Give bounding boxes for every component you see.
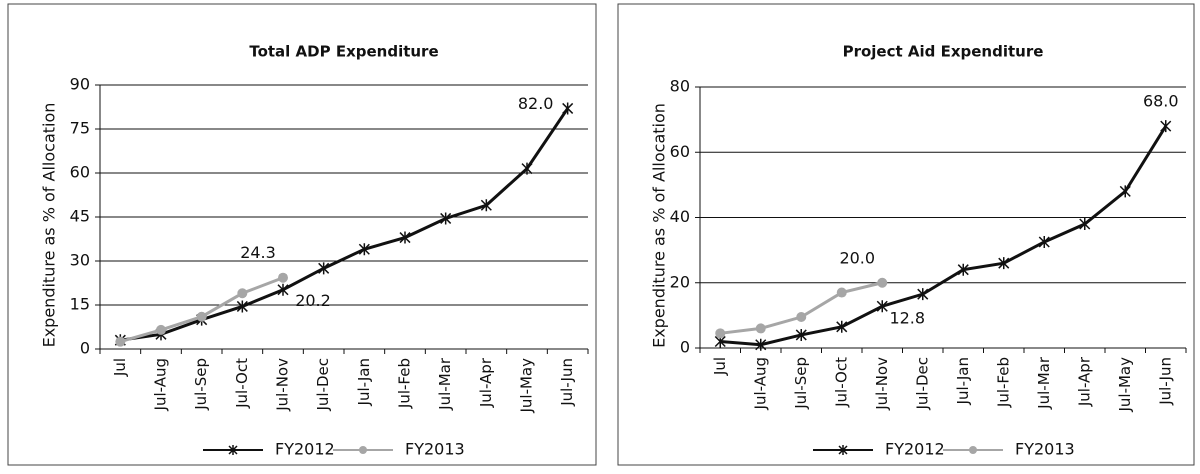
x-tick-label: Jul-May — [1116, 357, 1134, 413]
data-label: 82.0 — [518, 94, 554, 113]
legend-label: FY2012 — [275, 440, 335, 459]
y-tick-label: 60 — [670, 142, 690, 161]
marker — [795, 328, 807, 341]
marker — [998, 257, 1010, 270]
x-tick-label: Jul-Feb — [994, 357, 1012, 408]
x-tick-label: Jul-Nov — [873, 357, 891, 411]
marker — [836, 287, 847, 298]
x-tick-label: Jul-May — [518, 358, 536, 414]
data-label: 68.0 — [1143, 92, 1179, 111]
x-tick-label: Jul-Nov — [274, 358, 292, 412]
y-tick-label: 90 — [70, 75, 90, 94]
y-tick-label: 60 — [70, 163, 90, 182]
marker — [1079, 218, 1091, 231]
panel-border — [617, 3, 1195, 466]
marker — [877, 277, 888, 288]
marker — [277, 283, 289, 296]
y-axis-title: Expenditure as % of Allocation — [650, 103, 669, 348]
y-axis-title: Expenditure as % of Allocation — [40, 103, 59, 348]
data-label: 12.8 — [889, 309, 925, 328]
marker — [237, 288, 248, 299]
chart-title: Project Aid Expenditure — [843, 43, 1044, 61]
marker — [755, 338, 767, 351]
x-tick-label: Jul-Jan — [355, 358, 373, 406]
marker — [318, 262, 330, 275]
x-tick-label: Jul-Jun — [558, 358, 576, 407]
y-tick-label: 40 — [670, 207, 690, 226]
y-tick-label: 75 — [70, 119, 90, 138]
chart-title: Total ADP Expenditure — [249, 43, 438, 61]
marker — [115, 336, 126, 347]
x-tick-label: Jul-Dec — [314, 358, 332, 412]
marker — [480, 199, 492, 212]
marker — [358, 243, 370, 256]
legend-label: FY2012 — [885, 440, 945, 459]
marker — [399, 231, 411, 244]
legend-label: FY2013 — [1015, 440, 1075, 459]
marker — [957, 263, 969, 276]
data-label: 24.3 — [240, 243, 276, 262]
legend-label: FY2013 — [405, 440, 465, 459]
data-label: 20.2 — [295, 291, 331, 310]
x-tick-label: Jul-Apr — [1075, 356, 1093, 407]
x-tick-label: Jul-Dec — [913, 357, 931, 411]
marker — [1160, 120, 1172, 133]
marker — [836, 320, 848, 333]
series-line — [120, 107, 569, 342]
series-line — [720, 281, 883, 335]
x-tick-label: Jul-Jan — [954, 357, 972, 405]
y-tick-label: 20 — [670, 272, 690, 291]
x-tick-label: Jul — [111, 358, 129, 377]
x-tick-label: Jul — [711, 357, 729, 376]
marker — [278, 272, 288, 283]
y-tick-label: 0 — [680, 338, 690, 357]
marker — [1038, 235, 1050, 248]
x-tick-label: Jul-Aug — [751, 357, 769, 410]
x-tick-label: Jul-Mar — [436, 357, 454, 411]
marker — [715, 328, 726, 339]
x-tick-label: Jul-Mar — [1035, 356, 1053, 410]
marker — [917, 288, 929, 301]
series-line — [119, 276, 284, 344]
marker — [521, 162, 533, 175]
data-label: 20.0 — [839, 248, 875, 267]
marker — [755, 323, 766, 334]
legend-marker — [228, 445, 238, 455]
y-tick-label: 30 — [70, 251, 90, 270]
x-tick-label: Jul-Sep — [192, 358, 210, 411]
x-tick-label: Jul-Sep — [792, 357, 810, 410]
marker — [236, 300, 248, 313]
marker — [876, 300, 888, 313]
x-tick-label: Jul-Aug — [152, 358, 170, 411]
legend-marker — [969, 446, 977, 454]
legend-marker — [838, 445, 848, 455]
series-line — [720, 125, 1168, 347]
marker — [796, 312, 807, 323]
legend-marker — [359, 446, 367, 454]
panel-border — [7, 3, 597, 466]
marker — [196, 311, 207, 322]
x-tick-label: Jul-Jun — [1156, 357, 1174, 406]
marker — [156, 324, 166, 335]
x-tick-label: Jul-Oct — [233, 358, 251, 409]
y-tick-label: 80 — [670, 77, 690, 96]
marker — [1119, 185, 1131, 198]
x-tick-label: Jul-Feb — [396, 358, 414, 409]
y-tick-label: 15 — [70, 295, 90, 314]
marker — [440, 212, 452, 225]
x-tick-label: Jul-Oct — [832, 357, 850, 408]
y-tick-label: 45 — [70, 207, 90, 226]
marker — [562, 102, 574, 115]
y-tick-label: 0 — [80, 339, 90, 358]
x-tick-label: Jul-Apr — [477, 357, 495, 408]
